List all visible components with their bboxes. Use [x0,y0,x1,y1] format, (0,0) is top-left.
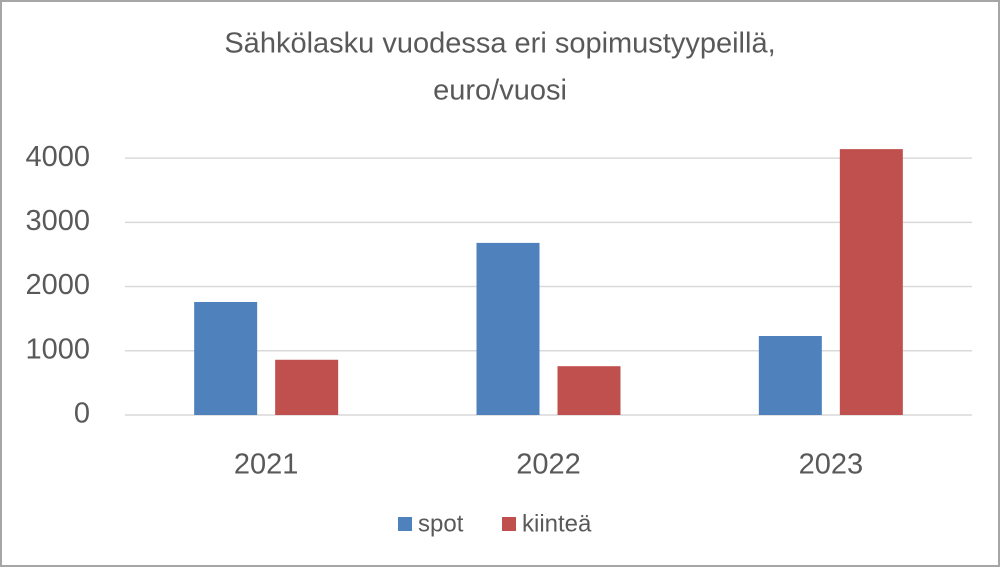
bar [476,242,540,415]
legend-swatch [398,517,412,531]
chart-title: euro/vuosi [433,75,567,107]
bar [557,366,621,415]
y-tick-label: 4000 [25,141,90,173]
chart-title: Sähkölasku vuodessa eri sopimustyypeillä… [224,28,775,60]
x-tick-label: 2022 [516,449,581,481]
y-tick-label: 0 [74,398,90,430]
y-tick-label: 2000 [25,269,90,301]
bar [839,149,903,415]
bar [194,301,258,415]
bar [275,359,339,415]
y-tick-label: 3000 [25,205,90,237]
x-tick-label: 2021 [234,449,299,481]
x-tick-label: 2023 [799,449,864,481]
legend-swatch [502,517,516,531]
y-tick-label: 1000 [25,333,90,365]
legend-label: spot [418,510,464,537]
bar [758,336,822,415]
legend-label: kiinteä [522,510,592,537]
